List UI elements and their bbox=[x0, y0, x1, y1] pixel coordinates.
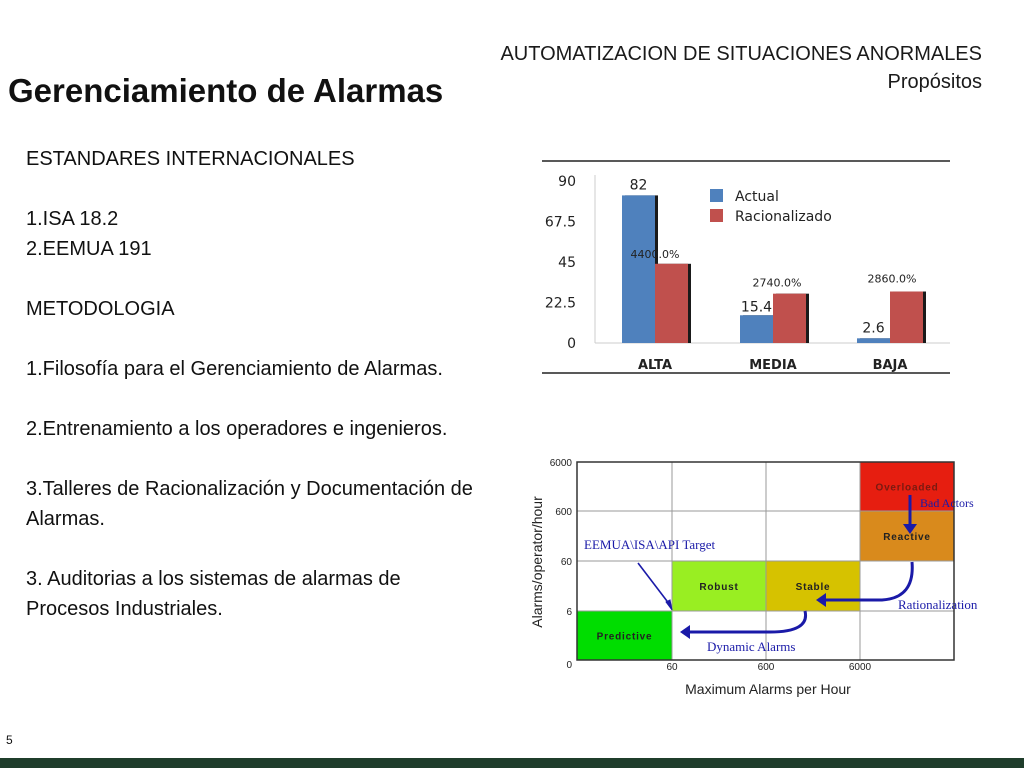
zone-label: Overloaded bbox=[875, 483, 938, 494]
footer-bar bbox=[0, 758, 1024, 768]
data-label: 2860.0% bbox=[868, 273, 917, 286]
x-tick-label: 60 bbox=[666, 662, 678, 673]
annotation-dynamic-alarms: Dynamic Alarms bbox=[707, 639, 795, 654]
rationalization-arrow-line bbox=[823, 561, 914, 602]
x-tick-label: 600 bbox=[758, 662, 775, 673]
standard-item: 1.ISA 18.2 bbox=[26, 208, 119, 230]
bar-actual bbox=[857, 338, 890, 343]
x-tick-label: 0 bbox=[566, 660, 572, 671]
zone-predictive bbox=[577, 611, 672, 660]
method-heading: METODOLOGIA bbox=[26, 298, 175, 320]
y-tick-label: 600 bbox=[555, 507, 572, 518]
y-tick-label: 90 bbox=[558, 174, 576, 190]
bad-actors-arrow-head bbox=[903, 524, 917, 534]
data-label: 2.6 bbox=[862, 320, 884, 336]
y-tick-label: 22.5 bbox=[545, 296, 576, 312]
standards-heading: ESTANDARES INTERNACIONALES bbox=[26, 148, 355, 170]
x-category-label: ALTA bbox=[638, 358, 672, 373]
zone-label: Predictive bbox=[597, 632, 653, 643]
method-item: 1.Filosofía para el Gerenciamiento de Al… bbox=[26, 358, 443, 380]
annotation-bad-actors: Bad Actors bbox=[920, 496, 974, 510]
target-arrow-line bbox=[637, 562, 671, 606]
data-label: 15.4 bbox=[741, 299, 772, 315]
method-item: 3. Auditorias a los sistemas de alarmas … bbox=[26, 568, 401, 620]
rationalization-arrow-head bbox=[816, 593, 826, 607]
bar-actual bbox=[622, 195, 655, 343]
y-tick-label: 45 bbox=[558, 255, 576, 271]
zone-label: Stable bbox=[796, 582, 831, 593]
bar-racionalizado bbox=[655, 263, 688, 343]
legend-swatch bbox=[710, 209, 723, 222]
zone-overloaded bbox=[860, 462, 954, 511]
legend-swatch bbox=[710, 189, 723, 202]
method-item: 3.Talleres de Racionalización y Document… bbox=[26, 478, 473, 530]
alarm-priority-bar-chart: 0 22.5 45 67.5 90 ALTA MEDIA BAJA 82 15.4 2.6 4400.… bbox=[542, 160, 950, 374]
legend-label: Actual bbox=[735, 189, 779, 205]
method-item: 2.Entrenamiento a los operadores e ingen… bbox=[26, 418, 448, 440]
zone-reactive bbox=[860, 511, 954, 561]
section-header-line2: Propósitos bbox=[887, 71, 983, 93]
legend-label: Racionalizado bbox=[735, 209, 832, 225]
y-tick-label: 67.5 bbox=[545, 215, 576, 231]
dynamic-alarms-arrow-line bbox=[688, 610, 808, 634]
zone-label: Reactive bbox=[883, 532, 931, 543]
alarm-performance-chart: Predictive Robust Stable Reactive Overloaded… bbox=[529, 458, 978, 697]
target-arrow-head bbox=[665, 599, 673, 611]
annotation-target: EEMUA\ISA\API Target bbox=[584, 537, 716, 552]
zone-label: Robust bbox=[699, 582, 738, 593]
plot-frame bbox=[576, 461, 955, 661]
bar-racionalizado bbox=[773, 293, 806, 343]
slide-title: Gerenciamiento de Alarmas bbox=[8, 72, 444, 109]
section-header: AUTOMATIZACION DE SITUACIONES ANORMALES … bbox=[500, 40, 982, 96]
y-axis-title: Alarms/operator/hour bbox=[529, 496, 545, 628]
x-axis-title: Maximum Alarms per Hour bbox=[685, 681, 851, 697]
page-number: 5 bbox=[6, 733, 13, 747]
y-tick-label: 6000 bbox=[550, 458, 573, 469]
zone-robust bbox=[672, 561, 766, 611]
dynamic-alarms-arrow-head bbox=[680, 625, 690, 639]
data-label: 2740.0% bbox=[753, 277, 802, 290]
section-header-line1: AUTOMATIZACION DE SITUACIONES ANORMALES bbox=[500, 43, 982, 65]
standard-item: 2.EEMUA 191 bbox=[26, 238, 152, 260]
bar-actual bbox=[740, 315, 773, 343]
y-tick-label: 6 bbox=[566, 607, 572, 618]
slide-body: ESTANDARES INTERNACIONALES 1.ISA 18.2 2.… bbox=[26, 144, 476, 624]
x-category-label: MEDIA bbox=[749, 358, 797, 373]
data-label: 4400.0% bbox=[631, 248, 680, 261]
x-category-label: BAJA bbox=[873, 358, 908, 373]
bar-racionalizado bbox=[890, 291, 923, 343]
y-tick-label: 60 bbox=[561, 557, 573, 568]
zone-stable bbox=[766, 561, 860, 611]
y-tick-label: 0 bbox=[567, 336, 576, 352]
data-label: 82 bbox=[630, 177, 648, 193]
annotation-rationalization: Rationalization bbox=[898, 597, 978, 612]
x-tick-label: 6000 bbox=[849, 662, 872, 673]
